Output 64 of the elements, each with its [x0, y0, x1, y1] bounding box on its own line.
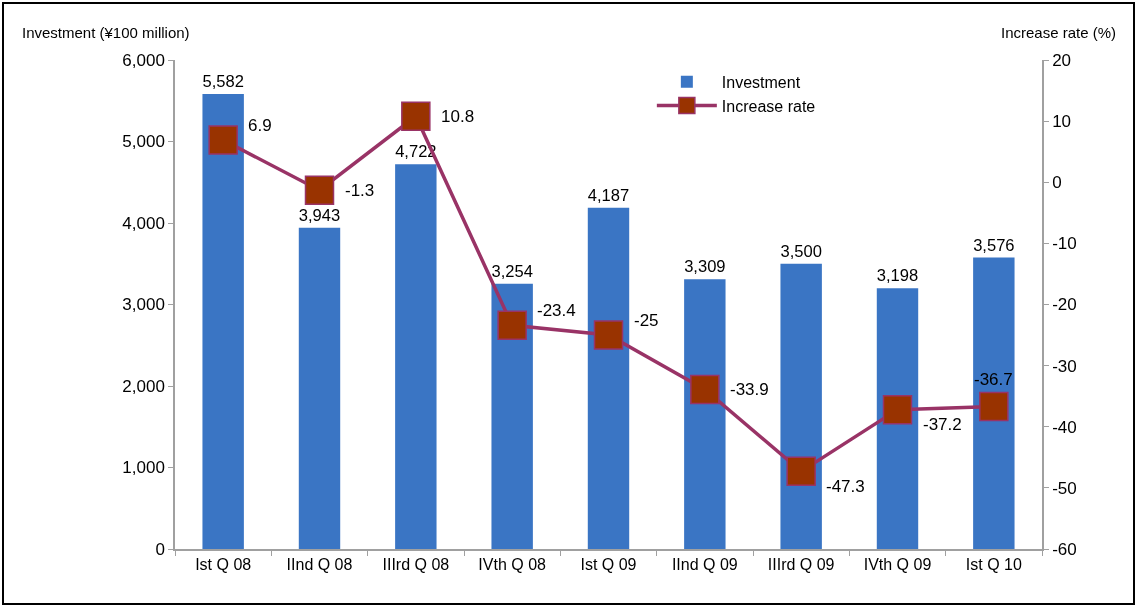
point	[497, 310, 527, 341]
bar	[587, 207, 630, 549]
data-label: -23.4	[537, 301, 576, 320]
x-tick-label: IInd Q 09	[671, 555, 738, 573]
point	[690, 374, 720, 405]
data-label: 10.8	[441, 107, 475, 126]
y-tick-label: 3,000	[122, 295, 165, 315]
point	[593, 320, 624, 350]
data-label: 3,254	[491, 261, 533, 281]
y-tick-label: 4,000	[122, 213, 165, 233]
y-tick-label: 2,000	[122, 376, 165, 396]
y2-tick-label: 10	[1052, 112, 1072, 132]
legend-label: Investment	[721, 74, 801, 92]
x-tick-label: Ist Q 10	[965, 555, 1022, 573]
y-tick-label: 5,000	[122, 132, 165, 152]
y2-axis-title: Increase rate (%)	[1001, 24, 1117, 41]
point	[786, 456, 816, 487]
point	[208, 125, 238, 155]
point	[401, 101, 431, 131]
x-tick-label: Ist Q 08	[195, 555, 252, 573]
data-label: 3,943	[298, 205, 341, 225]
data-label: 3,309	[684, 257, 726, 277]
data-label: 3,198	[876, 266, 919, 286]
x-tick-label: Ist Q 09	[580, 555, 637, 573]
legend-label: Increase rate	[721, 97, 816, 115]
y-tick-label: 6,000	[122, 50, 165, 70]
point	[304, 175, 335, 205]
bar	[395, 164, 437, 549]
data-label: 3,500	[780, 241, 822, 261]
data-label: -37.2	[923, 415, 962, 434]
data-label: 4,187	[587, 185, 630, 205]
y2-tick-label: -60	[1052, 539, 1077, 559]
data-label: 3,576	[973, 235, 1015, 255]
bar	[298, 227, 341, 549]
data-label: -36.7	[974, 370, 1013, 389]
x-tick-label: IIIrd Q 08	[382, 555, 450, 573]
y2-tick-label: -40	[1052, 417, 1077, 437]
y2-tick-label: -20	[1052, 295, 1077, 315]
bar	[491, 283, 533, 549]
bar	[876, 288, 919, 549]
x-tick-label: IIIrd Q 09	[767, 555, 835, 573]
y-tick-label: 0	[155, 539, 165, 559]
data-label: -47.3	[826, 477, 865, 496]
data-label: -1.3	[345, 181, 375, 200]
y-axis-title: Investment (¥100 million)	[22, 24, 190, 41]
y2-tick-label: -50	[1052, 478, 1077, 498]
x-tick-label: IVth Q 08	[478, 555, 547, 573]
bar	[202, 94, 244, 549]
point	[979, 391, 1009, 422]
bar	[684, 279, 726, 549]
x-tick-label: IVth Q 09	[863, 555, 932, 573]
data-label: 5,582	[202, 72, 244, 92]
bar	[780, 263, 822, 549]
bar	[973, 257, 1015, 549]
y2-tick-label: -30	[1052, 356, 1077, 376]
point	[882, 394, 913, 425]
y2-tick-label: 20	[1052, 50, 1072, 70]
y-tick-label: 1,000	[122, 458, 165, 478]
x-tick-label: IInd Q 08	[286, 555, 353, 573]
y2-tick-label: 0	[1052, 173, 1062, 193]
data-label: 6.9	[248, 116, 272, 135]
y2-tick-label: -10	[1052, 234, 1077, 254]
data-label: -33.9	[730, 380, 769, 399]
data-label: -25	[634, 311, 659, 330]
